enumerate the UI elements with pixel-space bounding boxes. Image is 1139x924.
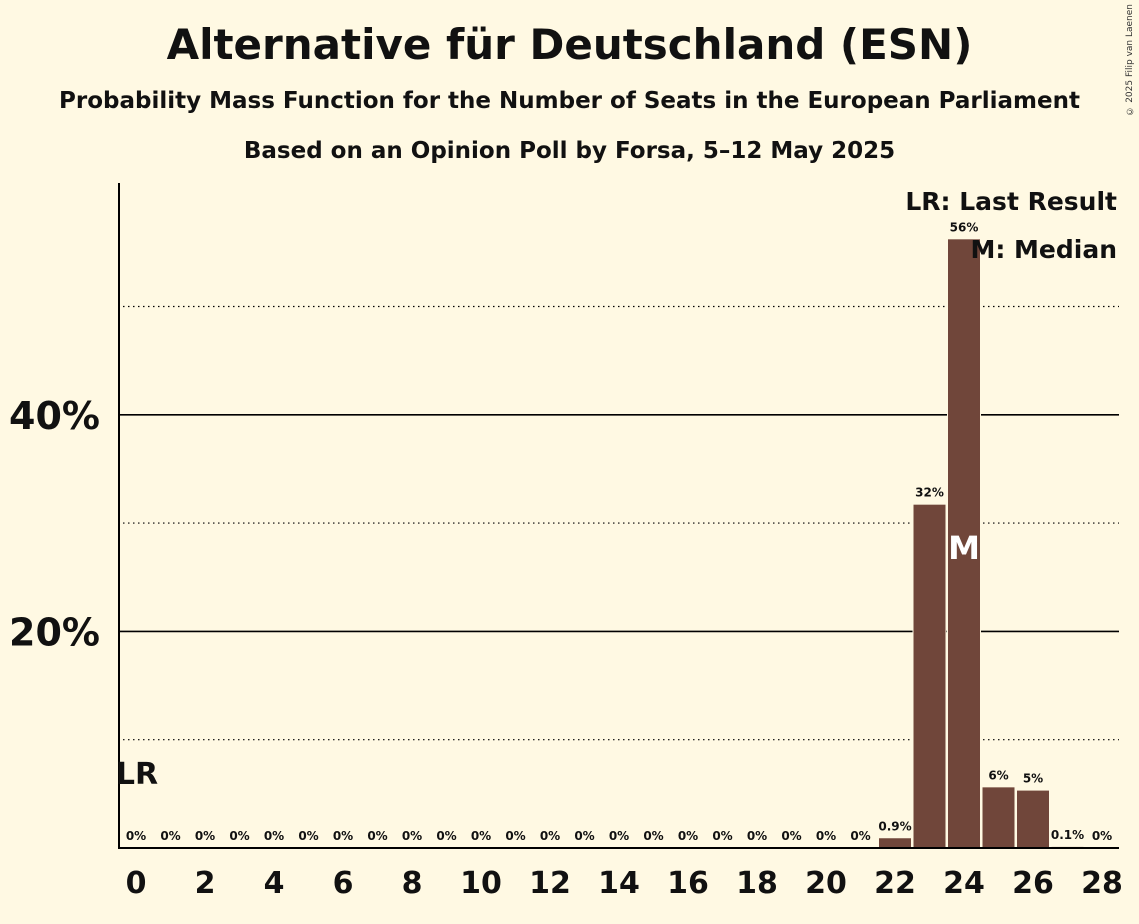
- x-tick-label: 4: [264, 866, 285, 901]
- value-label: 0%: [540, 829, 560, 843]
- value-label: 0%: [643, 829, 663, 843]
- x-tick-label: 22: [874, 866, 916, 901]
- value-label: 56%: [950, 220, 979, 234]
- legend-entry: M: Median: [970, 235, 1117, 264]
- value-label: 0%: [781, 829, 801, 843]
- value-label: 0%: [678, 829, 698, 843]
- x-tick-label: 16: [667, 866, 709, 901]
- value-label: 0%: [816, 829, 836, 843]
- chart-subtitle: Probability Mass Function for the Number…: [59, 88, 1080, 114]
- x-tick-label: 12: [529, 866, 571, 901]
- value-label: 0%: [850, 829, 870, 843]
- x-tick-label: 20: [805, 866, 847, 901]
- bar: [1017, 790, 1049, 848]
- value-label: 0%: [333, 829, 353, 843]
- value-label: 0%: [505, 829, 525, 843]
- legend-entry: LR: Last Result: [905, 187, 1117, 216]
- x-tick-label: 14: [598, 866, 640, 901]
- x-tick-label: 10: [460, 866, 502, 901]
- x-tick-label: 2: [195, 866, 216, 901]
- value-label: 0%: [298, 829, 318, 843]
- last-result-marker: LR: [116, 757, 158, 792]
- value-label: 32%: [915, 486, 944, 500]
- chart-source: Based on an Opinion Poll by Forsa, 5–12 …: [243, 138, 896, 164]
- bar: [913, 504, 946, 848]
- value-label: 0%: [471, 829, 491, 843]
- value-label: 5%: [1023, 772, 1043, 786]
- x-tick-label: 0: [126, 866, 147, 901]
- bars: [878, 239, 1085, 848]
- x-tick-label: 24: [943, 866, 985, 901]
- value-label: 0%: [229, 829, 249, 843]
- value-label: 0%: [195, 829, 215, 843]
- chart-title: Alternative für Deutschland (ESN): [166, 20, 973, 69]
- x-tick-label: 8: [402, 866, 423, 901]
- value-label: 0%: [264, 829, 284, 843]
- value-label: 0%: [747, 829, 767, 843]
- value-label: 0.1%: [1051, 828, 1084, 842]
- value-label: 0%: [609, 829, 629, 843]
- x-tick-label: 26: [1012, 866, 1054, 901]
- value-label: 6%: [988, 768, 1008, 782]
- x-tick-label: 28: [1081, 866, 1123, 901]
- x-tick-label: 6: [333, 866, 354, 901]
- markers: LR M: [116, 529, 980, 792]
- value-label: 0%: [436, 829, 456, 843]
- median-marker: M: [948, 529, 980, 567]
- y-tick-label: 40%: [9, 394, 100, 438]
- value-label: 0%: [574, 829, 594, 843]
- value-label: 0%: [126, 829, 146, 843]
- x-tick-label: 18: [736, 866, 778, 901]
- value-label: 0%: [402, 829, 422, 843]
- legend: LR: Last Result M: Median: [905, 187, 1117, 264]
- value-labels: 0% 0% 0% 0% 0% 0% 0% 0% 0% 0% 0% 0% 0% 0% 0% 0% 0% 0% 0% 0%…: [126, 220, 1112, 843]
- value-label: 0%: [367, 829, 387, 843]
- value-label: 0%: [1092, 829, 1112, 843]
- bar: [948, 239, 980, 848]
- y-tick-label: 20%: [9, 610, 100, 654]
- bar: [879, 838, 911, 848]
- value-label: 0%: [160, 829, 180, 843]
- bar: [982, 787, 1015, 848]
- axes: 20%40%0 2 4 6 8 10 12 14 16 18 20 22 24 26 28: [9, 183, 1123, 901]
- value-label: 0.9%: [878, 819, 911, 833]
- value-label: 0%: [712, 829, 732, 843]
